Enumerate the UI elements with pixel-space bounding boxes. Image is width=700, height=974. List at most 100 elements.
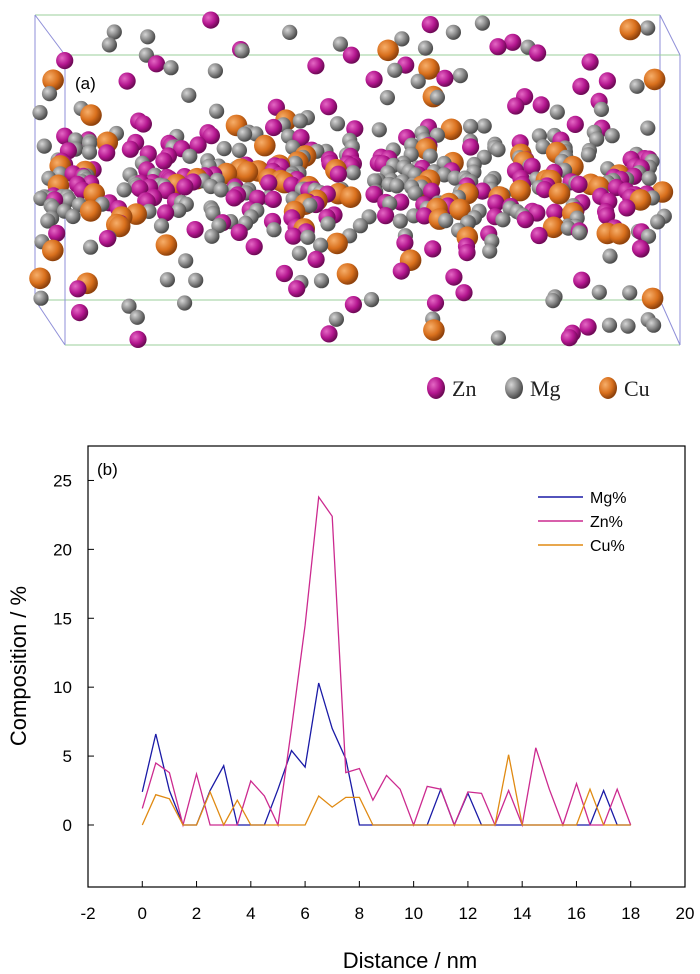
mg-atom (282, 24, 298, 40)
cu-atom (629, 189, 652, 211)
mg-atom (620, 318, 636, 334)
x-tick-label: 4 (246, 904, 255, 923)
zn-atom (598, 207, 616, 225)
mg-atom (106, 24, 122, 40)
cu-atom (377, 39, 399, 62)
zn-atom (487, 194, 505, 212)
zn-atom (202, 11, 220, 29)
mg-atom (171, 202, 187, 218)
zn-atom (98, 144, 116, 162)
zn-atom (445, 268, 463, 286)
mg-atom (640, 120, 656, 136)
mg-atom (429, 89, 445, 105)
x-tick-label: 18 (621, 904, 640, 923)
zn-atom (455, 284, 473, 302)
y-axis-title: Composition / % (6, 586, 31, 746)
x-tick-label: 2 (192, 904, 201, 923)
zn-atom (230, 223, 248, 241)
mg-atom (36, 138, 52, 154)
mg-atom (81, 144, 98, 160)
mg-atom (371, 122, 387, 138)
zn-atom (98, 230, 117, 248)
mg-atom (83, 239, 99, 255)
mg-atom (367, 173, 383, 189)
zn-atom (546, 203, 564, 221)
mg-atom (209, 103, 225, 119)
zn-atom (421, 16, 439, 34)
zn-atom (245, 238, 263, 256)
cu-atom (80, 104, 102, 126)
y-tick-label: 0 (63, 816, 72, 835)
mg-atom (463, 118, 479, 135)
mg-atom (407, 185, 423, 201)
x-tick-label: 20 (676, 904, 695, 923)
mg-atom (476, 118, 492, 134)
atom-cloud (29, 11, 674, 348)
mg-atom (650, 214, 666, 230)
zn-atom (462, 138, 480, 156)
mg-atom (216, 141, 232, 157)
zn-atom (529, 44, 547, 62)
cu-atom (548, 182, 571, 205)
y-tick-label: 15 (53, 609, 72, 628)
mg-atom (445, 24, 461, 40)
x-axis: -2 0 2 4 6 8 10 12 14 16 18 20 (80, 881, 694, 923)
zn-atom (71, 304, 89, 322)
panel-a-label-group: (a) (75, 69, 102, 95)
zn-atom (396, 234, 414, 252)
mg-atom (591, 284, 607, 300)
cu-atom (29, 267, 51, 290)
zn-atom (48, 224, 66, 242)
zn-atom (202, 127, 220, 145)
panel-b-label: (b) (97, 460, 118, 479)
mg-atom (387, 62, 403, 78)
cu-atom (42, 69, 64, 91)
mg-atom (163, 60, 179, 76)
zn-atom (573, 271, 591, 289)
mg-atom (417, 40, 434, 56)
panel-a-label: (a) (75, 74, 96, 93)
zn-atom (365, 70, 383, 88)
cu-atom (336, 263, 359, 285)
mg-atom (641, 170, 657, 186)
legend-item-cu: Cu (599, 376, 650, 401)
legend-item-zn: Zn% (538, 514, 623, 531)
legend-item-cu: Cu% (538, 538, 625, 555)
mg-atom (379, 90, 395, 106)
mg-atom (495, 212, 511, 228)
mg-atom (291, 245, 307, 261)
x-tick-label: 12 (458, 904, 477, 923)
cu-atom (253, 134, 276, 157)
cu-swatch (599, 377, 617, 399)
legend-item-mg: Mg% (538, 490, 626, 507)
zn-atom (176, 178, 194, 196)
mg-atom (549, 104, 565, 120)
mg-atom (601, 317, 618, 333)
cu-atom (423, 319, 445, 341)
x-tick-label: 6 (300, 904, 309, 923)
mg-atom (181, 87, 197, 103)
zn-atom (288, 280, 306, 298)
zn-atom (572, 77, 590, 95)
x-tick-label: 10 (404, 904, 423, 923)
mg-atom (213, 182, 229, 198)
cu-atom (619, 18, 642, 41)
mg-atom (438, 213, 454, 229)
zn-atom (147, 55, 166, 73)
mg-atom (629, 78, 645, 94)
legend-item-zn: Zn (427, 376, 476, 401)
zn-atom (632, 240, 650, 258)
zn-atom (392, 262, 410, 280)
zn-atom (377, 207, 395, 225)
mg-atom (159, 272, 175, 288)
zn-atom (570, 175, 588, 193)
plot-frame (87, 445, 686, 888)
zn-atom (155, 152, 173, 170)
mg-atom (182, 148, 198, 164)
zn-atom (320, 98, 338, 116)
zn-atom (507, 97, 525, 115)
zn-atom (264, 190, 282, 208)
cu-atom (509, 179, 531, 202)
cu-atom (418, 58, 440, 80)
zn-swatch (427, 377, 445, 399)
